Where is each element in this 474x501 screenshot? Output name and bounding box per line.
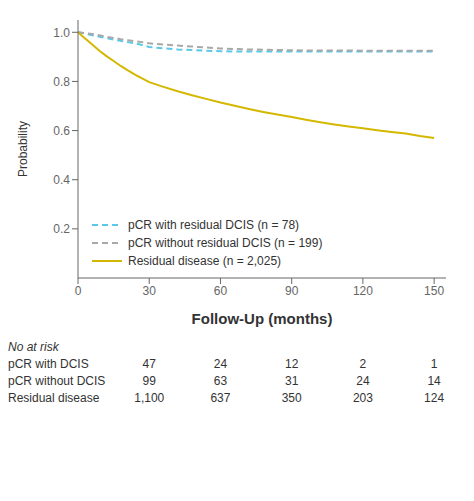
svg-text:14: 14 <box>427 374 441 388</box>
svg-text:12: 12 <box>285 357 299 371</box>
svg-text:Residual disease: Residual disease <box>8 391 100 405</box>
svg-text:99: 99 <box>143 374 157 388</box>
svg-text:1: 1 <box>431 357 438 371</box>
svg-text:60: 60 <box>214 284 228 298</box>
svg-text:63: 63 <box>214 374 228 388</box>
svg-text:0.8: 0.8 <box>53 75 70 89</box>
svg-text:24: 24 <box>214 357 228 371</box>
svg-text:350: 350 <box>282 391 302 405</box>
svg-text:1,100: 1,100 <box>134 391 164 405</box>
svg-text:1.0: 1.0 <box>53 26 70 40</box>
svg-text:24: 24 <box>356 374 370 388</box>
svg-text:0.2: 0.2 <box>53 222 70 236</box>
svg-text:Follow-Up (months): Follow-Up (months) <box>192 310 333 327</box>
svg-text:31: 31 <box>285 374 299 388</box>
svg-text:124: 124 <box>424 391 444 405</box>
svg-text:203: 203 <box>353 391 373 405</box>
html-text:pCR without residual DCIS (n =: pCR without residual DCIS (n = 199) <box>128 236 323 250</box>
svg-text:Probability: Probability <box>16 121 30 177</box>
svg-text:150: 150 <box>424 284 444 298</box>
svg-text:pCR without DCIS: pCR without DCIS <box>8 374 105 388</box>
svg-text:0.6: 0.6 <box>53 124 70 138</box>
svg-text:2: 2 <box>360 357 367 371</box>
svg-text:120: 120 <box>353 284 373 298</box>
svg-text:0: 0 <box>75 284 82 298</box>
svg-text:47: 47 <box>143 357 157 371</box>
svg-text:0.4: 0.4 <box>53 173 70 187</box>
html-text:Residual disease (n = 2,025): Residual disease (n = 2,025) <box>128 254 282 268</box>
html-text:pCR with residual DCIS (n = 78: pCR with residual DCIS (n = 78) <box>128 218 300 232</box>
svg-text:90: 90 <box>285 284 299 298</box>
svg-text:637: 637 <box>210 391 230 405</box>
svg-text:30: 30 <box>143 284 157 298</box>
svg-text:No at risk: No at risk <box>8 340 60 354</box>
svg-text:pCR with DCIS: pCR with DCIS <box>8 357 89 371</box>
